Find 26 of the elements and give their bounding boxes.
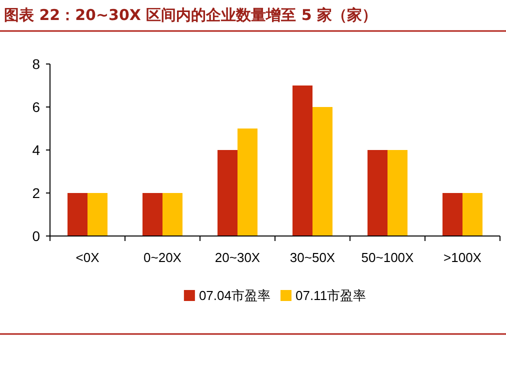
x-tick-label: 50~100X [361, 250, 414, 265]
bar [368, 150, 388, 236]
x-tick-label: <0X [76, 250, 100, 265]
bar [292, 86, 312, 236]
bar [442, 193, 462, 236]
bar [88, 193, 108, 236]
bar [312, 107, 332, 236]
bar [388, 150, 408, 236]
x-tick-label: 20~30X [214, 250, 260, 265]
bar [462, 193, 482, 236]
legend-label: 07.04市盈率 [198, 288, 270, 303]
chart-title: 图表 22：20~30X 区间内的企业数量增至 5 家（家） [4, 6, 378, 24]
y-tick-label: 0 [32, 228, 40, 244]
x-tick-label: 30~50X [290, 250, 336, 265]
bar [218, 150, 238, 236]
legend-label: 07.11市盈率 [295, 288, 366, 303]
y-tick-label: 2 [32, 185, 40, 201]
bar [238, 128, 258, 236]
bar [162, 193, 182, 236]
bar [142, 193, 162, 236]
bar [68, 193, 88, 236]
y-tick-label: 6 [32, 99, 40, 115]
x-tick-label: 0~20X [144, 250, 182, 265]
y-tick-label: 8 [32, 56, 40, 72]
x-tick-label: >100X [444, 250, 482, 265]
y-tick-label: 4 [32, 142, 40, 158]
